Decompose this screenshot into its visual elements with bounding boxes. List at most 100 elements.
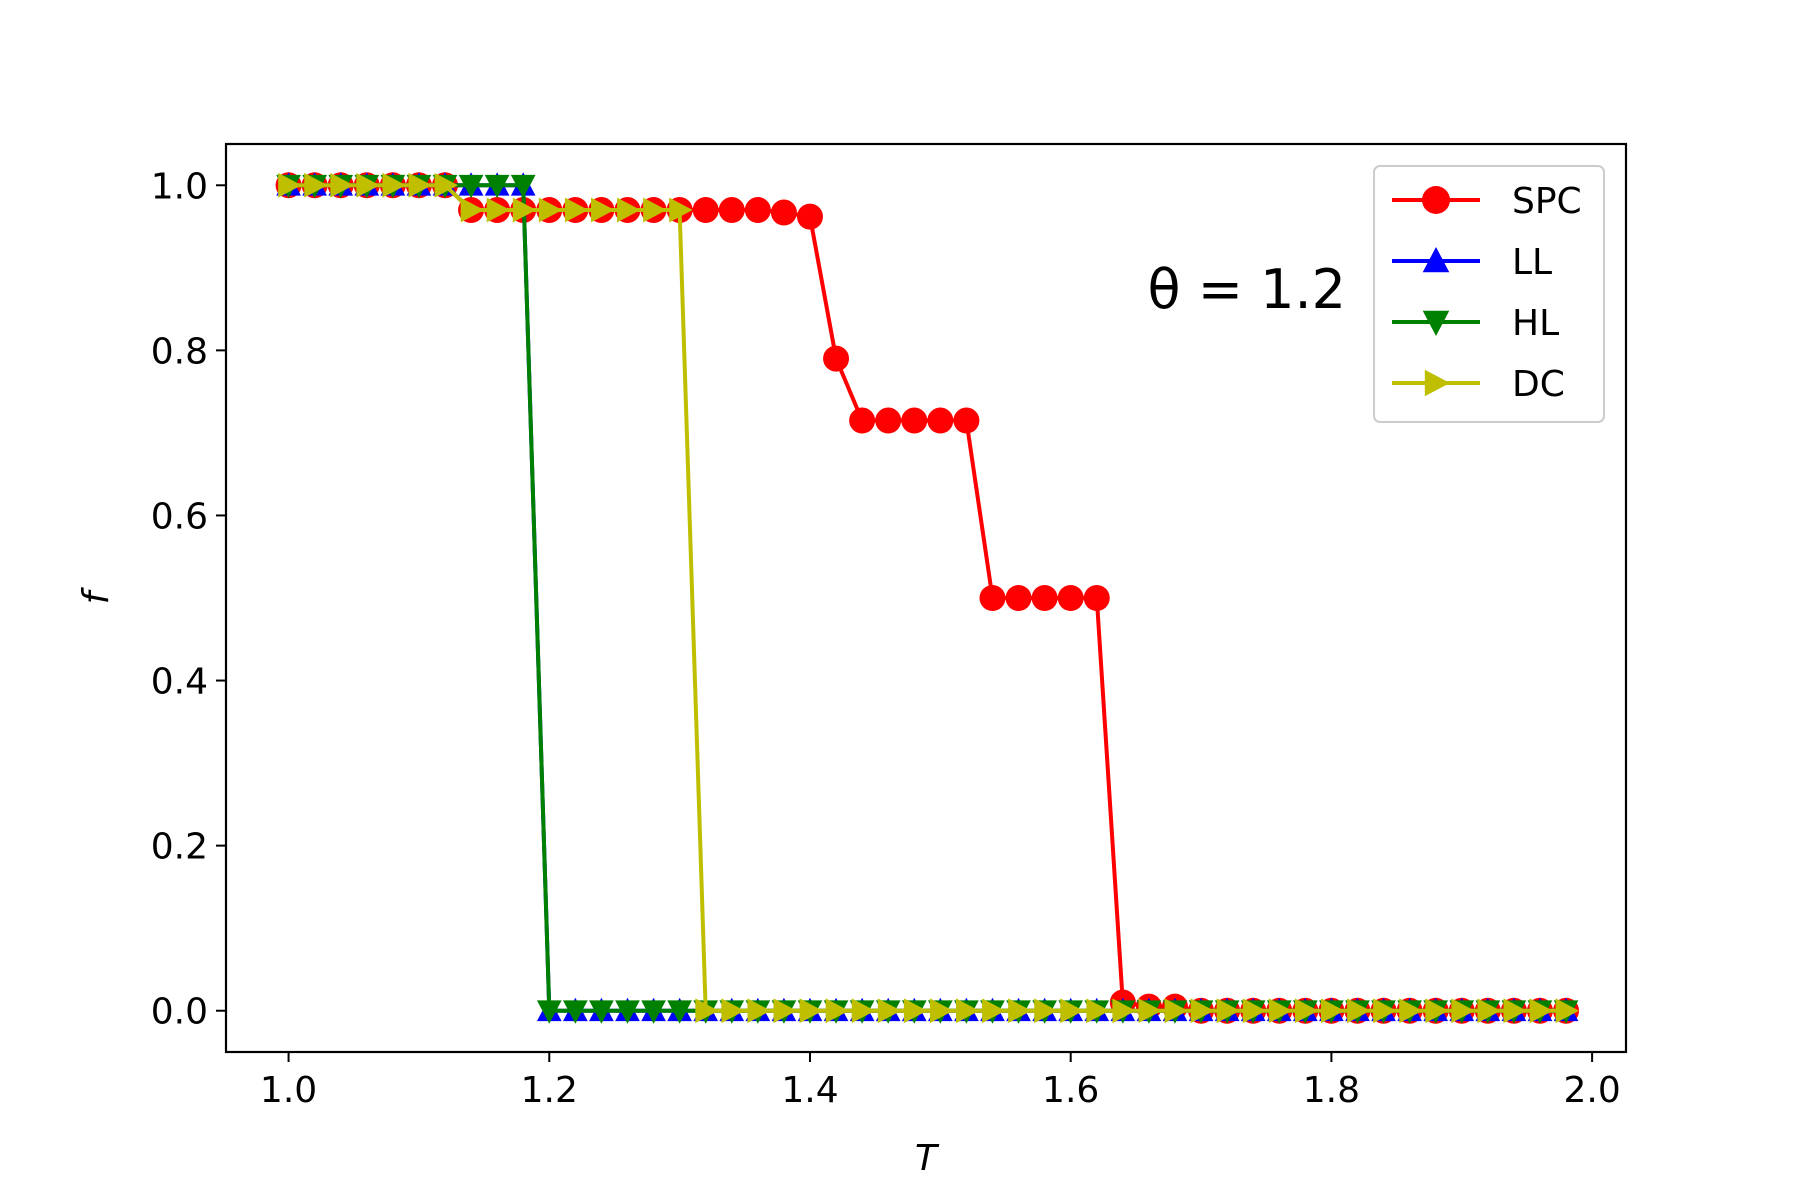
axis-ticks: 1.0 1.2 1.4 1.6 1.8 2.0 0.0 0.2 0.4 0.6 0.8 1.0 [151, 166, 1621, 1111]
data-point-dc [643, 197, 667, 223]
data-point-dc [695, 998, 719, 1024]
data-point-hl [667, 1000, 692, 1024]
data-point-spc [796, 203, 823, 230]
data-point-dc [1503, 998, 1527, 1024]
data-point-spc [979, 585, 1006, 611]
legend-label: HL [1512, 303, 1559, 344]
legend-label: LL [1512, 242, 1552, 283]
data-point-dc [877, 998, 902, 1024]
data-point-dc [1138, 998, 1162, 1024]
data-point-dc [408, 172, 432, 198]
data-point-spc [927, 407, 954, 434]
data-point-dc [1529, 998, 1553, 1024]
x-tick-label: 1.8 [1303, 1070, 1360, 1111]
data-point-dc [1294, 998, 1319, 1024]
data-point-dc [1347, 998, 1371, 1024]
data-point-spc [901, 407, 928, 434]
data-point-dc [1112, 998, 1136, 1024]
data-point-dc [747, 998, 771, 1024]
y-tick-label: 0.4 [151, 662, 208, 703]
data-point-dc [1399, 998, 1423, 1024]
data-point-spc [1005, 585, 1032, 611]
x-tick-label: 1.0 [260, 1070, 317, 1111]
legend-marker-spc [1422, 186, 1450, 214]
data-point-spc [875, 407, 902, 434]
x-tick-label: 1.2 [521, 1070, 578, 1111]
legend-label: DC [1512, 364, 1565, 405]
plot-area-frame [224, 142, 1628, 1054]
data-point-hl [458, 174, 484, 199]
legend-entry-dc: DC [1392, 364, 1565, 405]
data-point-hl [562, 1000, 588, 1024]
data-point-hl [641, 1000, 666, 1024]
legend-entry-hl: HL [1392, 303, 1559, 344]
x-tick-label: 2.0 [1563, 1070, 1620, 1111]
y-tick-label: 0.0 [151, 992, 208, 1033]
data-point-dc [591, 197, 615, 223]
data-point-dc [1268, 998, 1293, 1024]
data-point-dc [773, 998, 797, 1024]
data-point-dc [825, 998, 850, 1024]
data-point-spc [849, 407, 876, 434]
legend-label: SPC [1512, 181, 1582, 222]
legend-marker-dc [1424, 369, 1450, 397]
data-point-dc [1216, 998, 1241, 1024]
data-point-dc [903, 998, 928, 1024]
y-tick-label: 1.0 [151, 166, 208, 207]
data-point-dc [1086, 998, 1110, 1024]
data-point-dc [929, 998, 954, 1024]
data-point-dc [1451, 998, 1475, 1024]
y-tick-label: 0.2 [151, 827, 208, 868]
data-point-hl [484, 174, 510, 199]
data-point-spc [770, 199, 797, 226]
series-dc [278, 172, 1580, 1024]
data-point-dc [356, 172, 380, 198]
data-point-dc [851, 998, 876, 1024]
data-point-dc [1034, 998, 1058, 1024]
data-point-spc [744, 197, 771, 224]
data-point-spc [718, 197, 745, 224]
data-point-dc [1008, 998, 1032, 1024]
series-layer [275, 172, 1580, 1024]
data-point-dc [460, 197, 485, 223]
data-point-dc [330, 172, 354, 198]
data-point-dc [564, 197, 589, 223]
data-point-dc [669, 197, 693, 223]
y-tick-label: 0.8 [151, 331, 208, 372]
data-point-dc [617, 197, 641, 223]
x-axis-label: T [915, 1138, 940, 1179]
data-point-dc [799, 998, 823, 1024]
data-point-dc [982, 998, 1006, 1024]
data-point-hl [589, 1000, 614, 1024]
legend-entry-ll: LL [1392, 242, 1552, 283]
data-point-dc [486, 197, 511, 223]
data-point-dc [278, 172, 302, 198]
data-point-dc [1060, 998, 1084, 1024]
data-point-spc [1083, 585, 1110, 611]
data-point-hl [615, 1000, 640, 1024]
data-point-dc [1477, 998, 1501, 1024]
data-point-hl [536, 1000, 562, 1024]
data-point-dc [1242, 998, 1267, 1024]
data-point-dc [721, 998, 745, 1024]
data-point-dc [382, 172, 406, 198]
x-tick-label: 1.4 [781, 1070, 838, 1111]
data-point-dc [512, 197, 537, 223]
data-point-dc [1373, 998, 1397, 1024]
data-point-dc [1190, 998, 1215, 1024]
legend: SPC LL HL DC [1373, 165, 1605, 423]
data-point-spc [692, 197, 719, 224]
data-point-spc [823, 345, 850, 372]
y-tick-label: 0.6 [151, 496, 208, 537]
theta-annotation: θ = 1.2 [1148, 258, 1347, 321]
legend-box [1373, 165, 1605, 423]
data-point-dc [1164, 998, 1188, 1024]
legend-entry-spc: SPC [1392, 181, 1582, 222]
data-point-spc [1031, 585, 1058, 611]
data-point-spc [953, 407, 980, 434]
data-point-dc [1555, 998, 1580, 1024]
data-point-dc [956, 998, 980, 1024]
data-point-dc [1425, 998, 1449, 1024]
data-point-dc [1321, 998, 1345, 1024]
